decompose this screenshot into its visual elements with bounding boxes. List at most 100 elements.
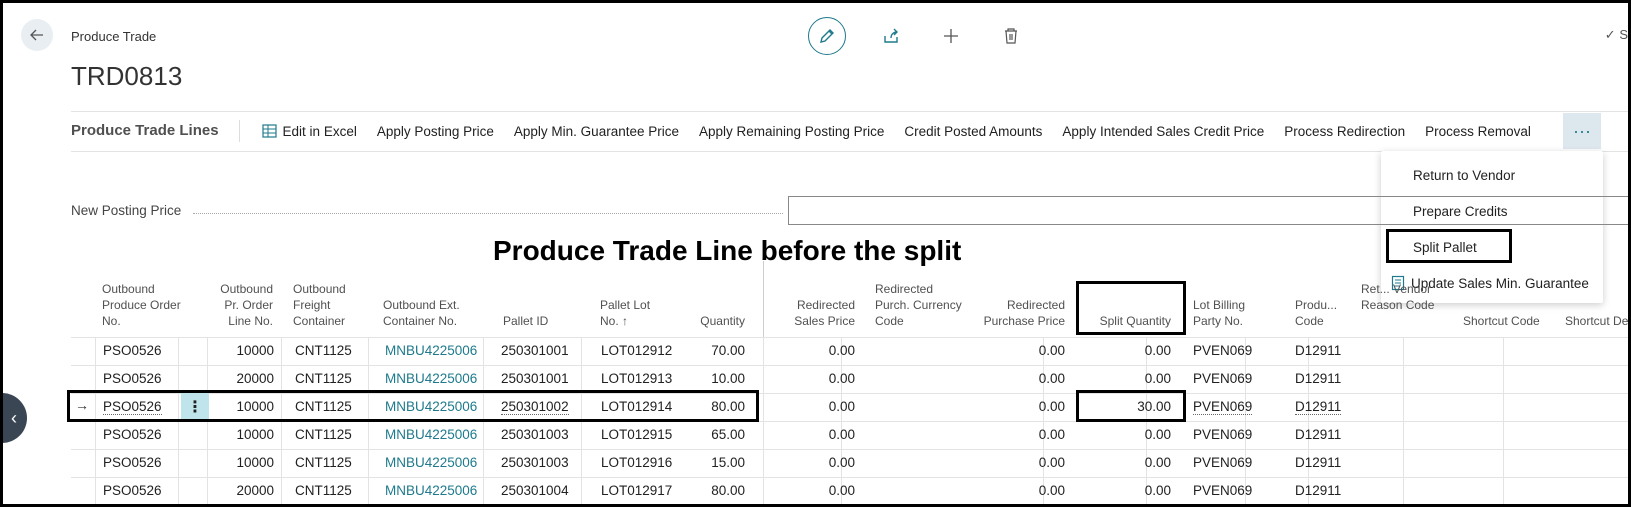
cell-outbound-produce-order-no[interactable]: PSO0526: [103, 427, 162, 442]
cell-split-quantity[interactable]: 0.00: [1144, 343, 1171, 358]
cell-outbound-freight-container[interactable]: CNT1125: [295, 399, 352, 414]
process-removal-button[interactable]: Process Removal: [1425, 123, 1531, 139]
cell-pallet-id[interactable]: 250301003: [501, 427, 569, 442]
apply-intended-sales-credit-price-button[interactable]: Apply Intended Sales Credit Price: [1062, 123, 1265, 139]
more-actions-button[interactable]: ···: [1563, 113, 1601, 149]
cell-redirected-sales-price[interactable]: 0.00: [828, 343, 855, 358]
col-header-shortcut-code[interactable]: Shortcut Code: [1463, 314, 1540, 328]
cell-outbound-produce-order-no[interactable]: PSO0526: [103, 399, 162, 415]
cell-redirected-sales-price[interactable]: 0.00: [828, 371, 855, 386]
cell-pallet-lot-no[interactable]: LOT012915: [601, 427, 673, 442]
cell-product-code[interactable]: D12911: [1295, 371, 1342, 386]
cell-split-quantity[interactable]: 0.00: [1144, 483, 1171, 498]
col-header-redirected-sales-price[interactable]: Redirected Sales Price: [794, 298, 855, 328]
col-header-product-code[interactable]: Produ... Code: [1295, 298, 1338, 328]
col-header-return-vendor-reason-code[interactable]: Ret... Vendor Reason Code: [1361, 282, 1435, 312]
col-header-split-quantity[interactable]: Split Quantity: [1099, 314, 1171, 328]
cell-outbound-produce-order-no[interactable]: PSO0526: [103, 455, 162, 470]
cell-outbound-freight-container[interactable]: CNT1125: [295, 343, 352, 358]
cell-outbound-freight-container[interactable]: CNT1125: [295, 371, 352, 386]
cell-pallet-lot-no[interactable]: LOT012917: [601, 483, 673, 498]
cell-redirected-sales-price[interactable]: 0.00: [828, 399, 855, 414]
cell-outbound-pr-order-line-no[interactable]: 20000: [236, 371, 274, 386]
cell-pallet-lot-no[interactable]: LOT012913: [601, 371, 673, 386]
apply-posting-price-button[interactable]: Apply Posting Price: [376, 123, 494, 139]
apply-min-guarantee-price-button[interactable]: Apply Min. Guarantee Price: [513, 123, 679, 139]
col-header-outbound-freight-container[interactable]: Outbound Freight Container: [293, 282, 346, 328]
cell-outbound-ext-container-no[interactable]: MNBU4225006: [385, 371, 478, 386]
cell-lot-billing-party-no[interactable]: PVEN069: [1193, 399, 1253, 415]
menu-item-prepare-credits[interactable]: Prepare Credits: [1413, 203, 1508, 219]
col-header-pallet-id[interactable]: Pallet ID: [503, 314, 549, 328]
cell-pallet-id[interactable]: 250301003: [501, 455, 569, 470]
chevron-left-icon[interactable]: ‹: [3, 393, 27, 443]
cell-outbound-freight-container[interactable]: CNT1125: [295, 483, 352, 498]
cell-lot-billing-party-no[interactable]: PVEN069: [1193, 455, 1253, 470]
col-header-redirected-purchase-price[interactable]: Redirected Purchase Price: [983, 298, 1065, 328]
new-button[interactable]: [936, 21, 966, 51]
col-header-quantity[interactable]: Quantity: [700, 314, 745, 328]
cell-outbound-ext-container-no[interactable]: MNBU4225006: [385, 399, 478, 414]
col-header-lot-billing-party-no[interactable]: Lot Billing Party No.: [1193, 298, 1246, 328]
col-header-outbound-ext-container-no[interactable]: Outbound Ext. Container No.: [383, 298, 460, 328]
cell-outbound-freight-container[interactable]: CNT1125: [295, 427, 352, 442]
cell-pallet-lot-no[interactable]: LOT012914: [601, 399, 673, 414]
cell-product-code[interactable]: D12911: [1295, 399, 1342, 415]
cell-quantity[interactable]: 80.00: [711, 483, 745, 498]
cell-outbound-ext-container-no[interactable]: MNBU4225006: [385, 343, 478, 358]
apply-remaining-posting-price-button[interactable]: Apply Remaining Posting Price: [699, 123, 885, 139]
cell-pallet-id[interactable]: 250301001: [501, 371, 569, 386]
col-header-pallet-lot-no[interactable]: Pallet Lot No. ↑: [600, 298, 651, 328]
cell-outbound-ext-container-no[interactable]: MNBU4225006: [385, 483, 478, 498]
cell-product-code[interactable]: D12911: [1295, 427, 1342, 442]
cell-product-code[interactable]: D12911: [1295, 343, 1342, 358]
cell-redirected-sales-price[interactable]: 0.00: [828, 483, 855, 498]
delete-button[interactable]: [996, 21, 1026, 51]
cell-outbound-pr-order-line-no[interactable]: 10000: [236, 427, 274, 442]
cell-redirected-purchase-price[interactable]: 0.00: [1038, 455, 1065, 470]
cell-pallet-id[interactable]: 250301002: [501, 399, 569, 415]
back-button[interactable]: [21, 19, 53, 51]
cell-pallet-id[interactable]: 250301004: [501, 483, 569, 498]
edit-in-excel-button[interactable]: Edit in Excel: [252, 124, 367, 139]
cell-redirected-sales-price[interactable]: 0.00: [828, 427, 855, 442]
cell-outbound-pr-order-line-no[interactable]: 10000: [236, 399, 274, 414]
cell-pallet-lot-no[interactable]: LOT012912: [601, 343, 673, 358]
col-header-shortcut-description[interactable]: Shortcut Des: [1565, 314, 1631, 328]
menu-item-split-pallet[interactable]: Split Pallet: [1413, 239, 1477, 255]
edit-button[interactable]: [808, 17, 846, 55]
col-header-outbound-pr-order-line-no[interactable]: Outbound Pr. Order Line No.: [220, 282, 273, 328]
share-button[interactable]: [876, 21, 906, 51]
row-actions-button[interactable]: ⋮: [181, 393, 209, 421]
cell-lot-billing-party-no[interactable]: PVEN069: [1193, 483, 1253, 498]
cell-lot-billing-party-no[interactable]: PVEN069: [1193, 427, 1253, 442]
cell-split-quantity[interactable]: 0.00: [1144, 371, 1171, 386]
cell-quantity[interactable]: 70.00: [711, 343, 745, 358]
cell-outbound-ext-container-no[interactable]: MNBU4225006: [385, 427, 478, 442]
cell-outbound-freight-container[interactable]: CNT1125: [295, 455, 352, 470]
credit-posted-amounts-button[interactable]: Credit Posted Amounts: [904, 123, 1043, 139]
cell-redirected-sales-price[interactable]: 0.00: [828, 455, 855, 470]
cell-redirected-purchase-price[interactable]: 0.00: [1038, 371, 1065, 386]
cell-outbound-produce-order-no[interactable]: PSO0526: [103, 371, 162, 386]
cell-quantity[interactable]: 80.00: [711, 399, 745, 414]
menu-item-update-sales-min-guarantee[interactable]: Update Sales Min. Guarantee: [1381, 265, 1603, 301]
cell-redirected-purchase-price[interactable]: 0.00: [1038, 483, 1065, 498]
cell-redirected-purchase-price[interactable]: 0.00: [1038, 427, 1065, 442]
cell-outbound-produce-order-no[interactable]: PSO0526: [103, 343, 162, 358]
cell-outbound-produce-order-no[interactable]: PSO0526: [103, 483, 162, 498]
cell-redirected-purchase-price[interactable]: 0.00: [1038, 343, 1065, 358]
cell-split-quantity[interactable]: 30.00: [1137, 399, 1171, 414]
cell-outbound-pr-order-line-no[interactable]: 20000: [236, 483, 274, 498]
cell-pallet-id[interactable]: 250301001: [501, 343, 569, 358]
cell-product-code[interactable]: D12911: [1295, 455, 1342, 470]
cell-quantity[interactable]: 65.00: [711, 427, 745, 442]
cell-pallet-lot-no[interactable]: LOT012916: [601, 455, 673, 470]
cell-outbound-ext-container-no[interactable]: MNBU4225006: [385, 455, 478, 470]
process-redirection-button[interactable]: Process Redirection: [1284, 123, 1406, 139]
cell-product-code[interactable]: D12911: [1295, 483, 1342, 498]
cell-lot-billing-party-no[interactable]: PVEN069: [1193, 371, 1253, 386]
cell-redirected-purchase-price[interactable]: 0.00: [1038, 399, 1065, 414]
new-posting-price-input[interactable]: [788, 196, 1628, 225]
cell-split-quantity[interactable]: 0.00: [1144, 427, 1171, 442]
